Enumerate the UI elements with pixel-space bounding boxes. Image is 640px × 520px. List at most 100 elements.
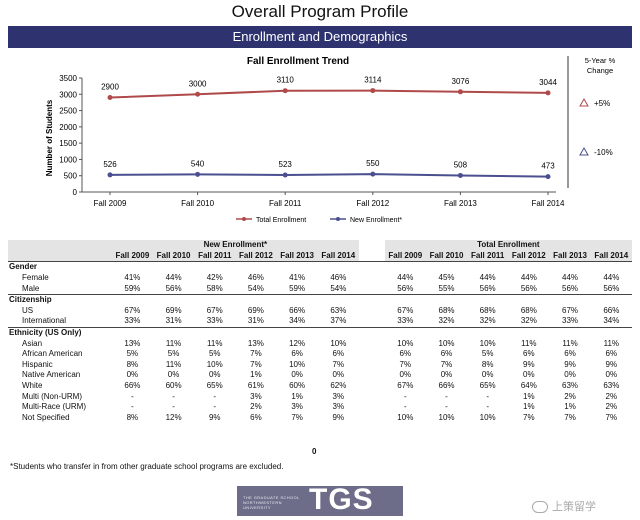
new-enrollment-cell: 10% <box>330 338 347 348</box>
total-enrollment-cell: 6% <box>523 349 535 359</box>
blank-cell <box>111 326 153 339</box>
blank-cell <box>508 261 550 273</box>
data-label: 526 <box>103 160 117 169</box>
blank-cell <box>317 293 359 306</box>
data-point <box>107 172 113 178</box>
triangle-up-icon <box>579 146 589 156</box>
total-enrollment-cell: 1% <box>523 391 535 401</box>
year-header: Fall 2011 <box>194 250 236 263</box>
data-point <box>282 172 288 178</box>
data-label: 523 <box>279 160 293 169</box>
blank-cell <box>425 293 468 306</box>
blank-cell <box>317 326 359 339</box>
new-enrollment-cell: 0% <box>332 370 345 380</box>
blank-cell <box>358 261 385 273</box>
data-label: 2900 <box>101 83 119 92</box>
row-label: Not Specified <box>22 412 70 422</box>
new-enrollment-cell: 65% <box>206 381 223 391</box>
section-title: Ethnicity (US Only) <box>8 326 112 339</box>
total-enrollment-cell: 64% <box>520 381 537 391</box>
blank-cell <box>590 326 632 339</box>
table-row: Native American 0% 0% 0% 1% 0% 0% 0% 0% 0% 0% 0% 0% <box>8 370 632 381</box>
column-gap <box>358 272 385 284</box>
y-tick-label: 1000 <box>59 155 77 164</box>
new-enrollment-cell: 5% <box>126 349 139 359</box>
total-enrollment-cell: - <box>486 391 489 401</box>
blank-cell <box>384 293 426 306</box>
total-enrollment-cell: 6% <box>605 349 618 359</box>
data-label: 3076 <box>452 77 470 86</box>
change-value: -10% <box>594 148 613 157</box>
x-tick-label: Fall 2014 <box>532 199 565 208</box>
new-enrollment-cell: 11% <box>207 338 223 348</box>
table-row: African American 5% 5% 5% 7% 6% 6% 6% 6% 5% 6% 6% 6% <box>8 348 632 360</box>
new-enrollment-cell: 60% <box>289 381 306 391</box>
total-enrollment-cell: 1% <box>564 402 576 412</box>
total-enrollment-cell: 63% <box>603 381 620 391</box>
blank-cell <box>276 326 318 339</box>
y-tick-label: 3500 <box>59 74 77 83</box>
data-point <box>545 174 551 180</box>
new-enrollment-cell: 46% <box>247 273 264 283</box>
wechat-icon <box>532 501 548 514</box>
new-enrollment-cell: 59% <box>289 283 306 293</box>
year-header: Fall 2013 <box>276 250 318 263</box>
new-enrollment-cell: - <box>131 402 134 412</box>
table-row: Male 59% 56% 58% 54% 59% 54% 56% 55% 56% 56% 56% 56% <box>8 283 632 295</box>
x-tick-label: Fall 2012 <box>356 199 389 208</box>
table-row: Not Specified 8% 12% 9% 6% 7% 9% 10% 10% 10% 7% 7% 7… <box>8 412 632 424</box>
new-enrollment-cell: 12% <box>165 412 182 422</box>
new-enrollment-cell: 1% <box>291 391 303 401</box>
watermark: 上策留学 <box>532 498 596 514</box>
total-enrollment-cell: 10% <box>397 338 414 348</box>
new-enrollment-cell: 7% <box>291 412 303 422</box>
total-enrollment-cell: 8% <box>481 359 494 369</box>
total-enrollment-cell: 66% <box>603 305 620 315</box>
table-group-header: New Enrollment* Total Enrollment <box>8 240 632 251</box>
group-header-total: Total Enrollment <box>384 240 632 251</box>
total-enrollment-cell: 34% <box>603 316 620 326</box>
section-banner: Enrollment and Demographics <box>8 26 632 48</box>
total-enrollment-cell: 56% <box>520 283 537 293</box>
year-header: Fall 2012 <box>235 250 277 263</box>
row-label: Multi (Non-URM) <box>22 391 82 401</box>
x-tick-label: Fall 2010 <box>181 199 214 208</box>
table-row: Female 41% 44% 42% 46% 41% 46% 44% 45% 44% 44% 44% 4… <box>8 272 632 284</box>
blank-cell <box>358 326 385 339</box>
section-header-row: Gender <box>8 261 632 273</box>
total-enrollment-cell: 6% <box>440 349 453 359</box>
row-label: International <box>22 316 67 326</box>
blank-cell <box>508 293 550 306</box>
row-label: African American <box>22 349 83 359</box>
blank-cell <box>111 293 153 306</box>
total-enrollment-cell: 33% <box>397 316 414 326</box>
new-enrollment-cell: 0% <box>208 370 221 380</box>
new-enrollment-cell: 6% <box>332 349 345 359</box>
column-gap <box>358 316 385 328</box>
new-enrollment-cell: 11% <box>165 359 182 369</box>
total-enrollment-cell: 11% <box>562 338 578 348</box>
blank-cell <box>549 293 591 306</box>
y-tick-label: 0 <box>73 188 78 197</box>
y-tick-label: 1500 <box>59 139 77 148</box>
total-enrollment-cell: 56% <box>603 283 620 293</box>
new-enrollment-cell: 31% <box>165 316 182 326</box>
new-enrollment-cell: 10% <box>289 359 306 369</box>
new-enrollment-cell: 10% <box>206 359 223 369</box>
new-enrollment-cell: 0% <box>291 370 303 380</box>
total-enrollment-cell: 10% <box>479 338 496 348</box>
column-gap <box>358 338 385 349</box>
total-enrollment-cell: 44% <box>520 273 537 283</box>
row-label: Hispanic <box>22 359 53 369</box>
total-enrollment-cell: 0% <box>481 370 494 380</box>
row-label: Native American <box>22 370 81 380</box>
new-enrollment-cell: 8% <box>126 412 139 422</box>
header-blank <box>8 250 112 263</box>
new-enrollment-cell: 66% <box>289 305 306 315</box>
total-enrollment-cell: 44% <box>397 273 414 283</box>
year-header: Fall 2009 <box>384 250 426 263</box>
new-enrollment-cell: 3% <box>291 402 303 412</box>
column-gap <box>358 380 385 392</box>
x-tick-label: Fall 2009 <box>94 199 127 208</box>
blank-cell <box>549 261 591 273</box>
